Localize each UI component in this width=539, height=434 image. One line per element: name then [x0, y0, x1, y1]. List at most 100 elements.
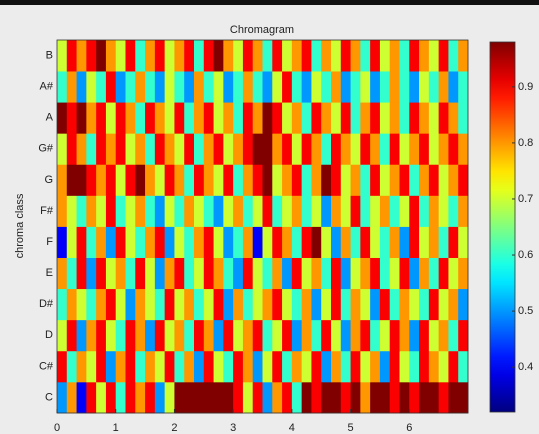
heatmap-cell	[204, 258, 214, 289]
heatmap-cell	[57, 227, 67, 258]
heatmap-cell	[194, 320, 204, 351]
heatmap-cell	[214, 227, 224, 258]
heatmap-cell	[448, 71, 458, 102]
heatmap-cell	[86, 382, 96, 413]
heatmap-cell	[233, 382, 243, 413]
heatmap-cell	[223, 195, 233, 226]
heatmap-cell	[302, 382, 312, 413]
heatmap-cell	[106, 258, 116, 289]
heatmap-cell	[370, 71, 380, 102]
heatmap-cell	[448, 164, 458, 195]
heatmap-cell	[380, 195, 390, 226]
heatmap-cell	[282, 320, 292, 351]
heatmap-cell	[400, 382, 410, 413]
heatmap-cell	[302, 40, 312, 71]
heatmap-cell	[233, 40, 243, 71]
heatmap-cell	[311, 289, 321, 320]
heatmap-cell	[67, 71, 77, 102]
heatmap-cell	[419, 71, 429, 102]
heatmap-cell	[253, 289, 263, 320]
heatmap-cell	[272, 258, 282, 289]
heatmap-cell	[116, 102, 126, 133]
heatmap-cell	[292, 382, 302, 413]
heatmap-cell	[96, 320, 106, 351]
heatmap-cell	[302, 195, 312, 226]
heatmap-cell	[380, 40, 390, 71]
heatmap-cell	[233, 164, 243, 195]
heatmap-cell	[448, 102, 458, 133]
heatmap-cell	[135, 71, 145, 102]
heatmap-cell	[214, 40, 224, 71]
y-axis-label: chroma class	[14, 193, 26, 258]
heatmap-cell	[194, 258, 204, 289]
heatmap-cell	[67, 382, 77, 413]
heatmap-cell	[302, 102, 312, 133]
heatmap-cell	[253, 351, 263, 382]
heatmap-cell	[360, 258, 370, 289]
heatmap-cell	[243, 289, 253, 320]
heatmap-cell	[331, 289, 341, 320]
heatmap-cell	[341, 351, 351, 382]
heatmap-cell	[272, 71, 282, 102]
heatmap-cell	[253, 164, 263, 195]
heatmap-cell	[57, 351, 67, 382]
heatmap-cell	[57, 258, 67, 289]
heatmap-cell	[282, 164, 292, 195]
heatmap-cell	[233, 258, 243, 289]
heatmap-cell	[302, 351, 312, 382]
heatmap-cell	[174, 40, 184, 71]
heatmap-cell	[360, 351, 370, 382]
y-tick-label: G#	[38, 143, 54, 155]
heatmap-cell	[204, 40, 214, 71]
heatmap-cell	[253, 382, 263, 413]
heatmap-cell	[419, 195, 429, 226]
heatmap-cell	[419, 289, 429, 320]
heatmap-cell	[67, 289, 77, 320]
heatmap-cell	[370, 164, 380, 195]
heatmap-cell	[282, 195, 292, 226]
heatmap-cell	[106, 164, 116, 195]
heatmap-cell	[429, 258, 439, 289]
heatmap-cell	[135, 258, 145, 289]
heatmap-cell	[409, 289, 419, 320]
heatmap-cell	[448, 227, 458, 258]
heatmap-cell	[409, 40, 419, 71]
heatmap-cell	[165, 195, 175, 226]
heatmap-cell	[253, 320, 263, 351]
heatmap-cell	[96, 40, 106, 71]
heatmap-cell	[400, 320, 410, 351]
heatmap-cell	[351, 71, 361, 102]
heatmap-cell	[57, 195, 67, 226]
y-tick-label: D	[45, 329, 53, 341]
heatmap-cell	[145, 164, 155, 195]
heatmap-cell	[390, 40, 400, 71]
heatmap-cell	[174, 227, 184, 258]
heatmap-cell	[321, 351, 331, 382]
heatmap-cell	[263, 40, 273, 71]
heatmap-cell	[86, 227, 96, 258]
heatmap-cell	[400, 133, 410, 164]
heatmap-cell	[331, 227, 341, 258]
colorbar-tick-label: 0.8	[518, 137, 533, 149]
heatmap-cell	[311, 195, 321, 226]
heatmap-cell	[67, 195, 77, 226]
heatmap-cell	[77, 102, 87, 133]
heatmap-cell	[360, 164, 370, 195]
heatmap-cell	[233, 195, 243, 226]
x-tick-label: 5	[348, 422, 354, 434]
heatmap-cell	[214, 133, 224, 164]
heatmap-cell	[126, 164, 136, 195]
heatmap-cell	[165, 258, 175, 289]
heatmap-cell	[204, 133, 214, 164]
heatmap-cell	[67, 258, 77, 289]
heatmap-cell	[106, 289, 116, 320]
heatmap-cell	[223, 351, 233, 382]
y-tick-label: C#	[39, 360, 54, 372]
heatmap-cell	[351, 258, 361, 289]
heatmap-cell	[409, 382, 419, 413]
heatmap-cell	[380, 71, 390, 102]
heatmap-cell	[57, 320, 67, 351]
heatmap-cell	[380, 227, 390, 258]
heatmap-cell	[184, 289, 194, 320]
heatmap-cell	[57, 71, 67, 102]
